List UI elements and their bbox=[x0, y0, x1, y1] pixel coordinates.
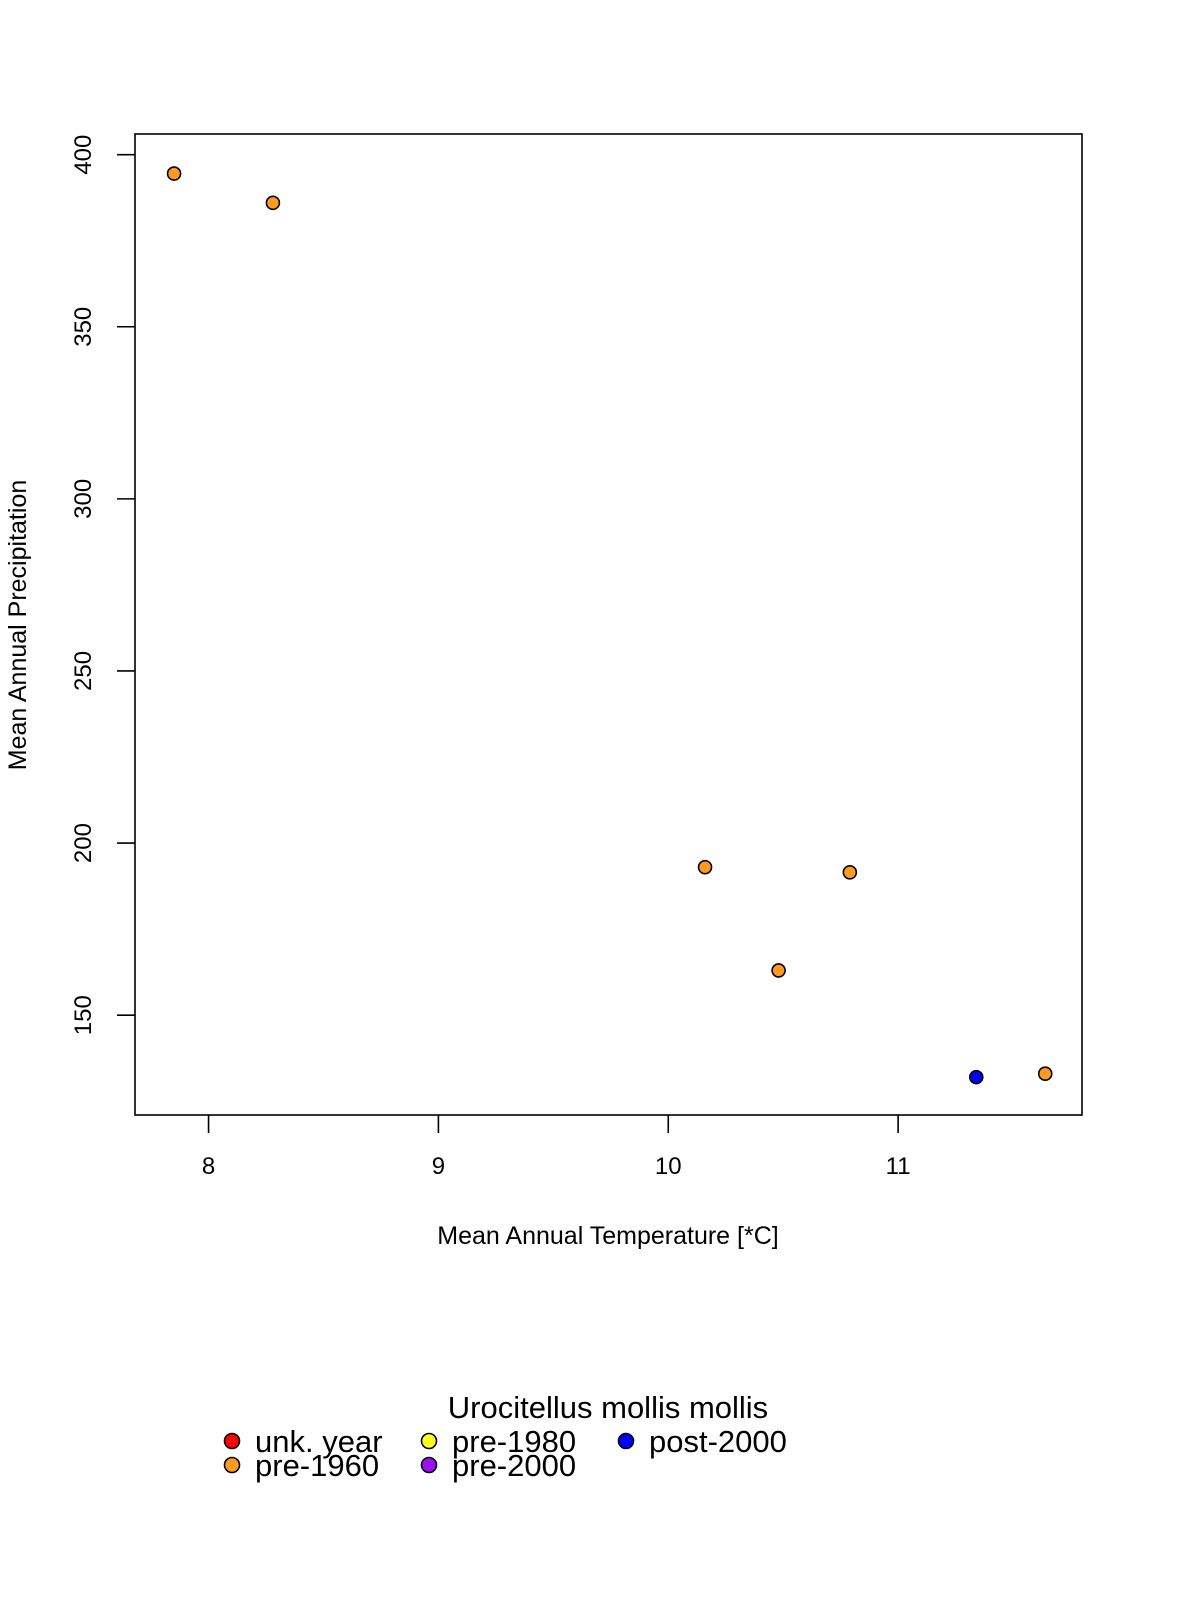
x-tick-label: 8 bbox=[202, 1153, 215, 1180]
data-point bbox=[166, 166, 182, 181]
y-tick-label: 350 bbox=[70, 307, 97, 347]
x-tick-label: 11 bbox=[886, 1153, 911, 1180]
y-tick-label: 400 bbox=[70, 135, 97, 175]
data-point bbox=[1037, 1066, 1053, 1081]
plot-frame bbox=[134, 133, 1083, 1116]
legend-marker bbox=[420, 1432, 438, 1450]
data-point bbox=[771, 963, 786, 978]
legend-marker bbox=[223, 1456, 241, 1474]
legend-label: post-2000 bbox=[649, 1424, 787, 1459]
legend-marker bbox=[420, 1456, 438, 1474]
y-tick-label: 150 bbox=[70, 995, 97, 1035]
y-tick-label: 300 bbox=[70, 479, 97, 519]
legend-label: pre-2000 bbox=[452, 1448, 576, 1483]
legend-marker bbox=[617, 1432, 635, 1450]
y-axis: 150 200 250 300 350 400 bbox=[70, 135, 135, 1035]
y-axis-title: Mean Annual Precipitation bbox=[4, 480, 32, 770]
data-points bbox=[166, 166, 1053, 1085]
data-point bbox=[697, 859, 713, 875]
legend-label: unk. year bbox=[255, 1424, 383, 1459]
legend-title: Urocitellus mollis mollis bbox=[448, 1390, 768, 1425]
x-tick-label: 9 bbox=[432, 1153, 445, 1180]
y-tick-label: 250 bbox=[70, 651, 97, 691]
x-tick-label: 10 bbox=[655, 1153, 682, 1180]
y-tick-label: 200 bbox=[70, 823, 97, 863]
x-axis: 8 9 10 11 bbox=[202, 1115, 911, 1180]
legend-marker bbox=[223, 1432, 241, 1450]
x-axis-title: Mean Annual Temperature [*C] bbox=[437, 1222, 778, 1250]
data-point bbox=[265, 195, 281, 211]
data-point bbox=[842, 865, 858, 880]
legend-label: pre-1960 bbox=[255, 1448, 379, 1483]
legend-label: pre-1980 bbox=[452, 1424, 576, 1459]
data-point bbox=[968, 1069, 984, 1085]
